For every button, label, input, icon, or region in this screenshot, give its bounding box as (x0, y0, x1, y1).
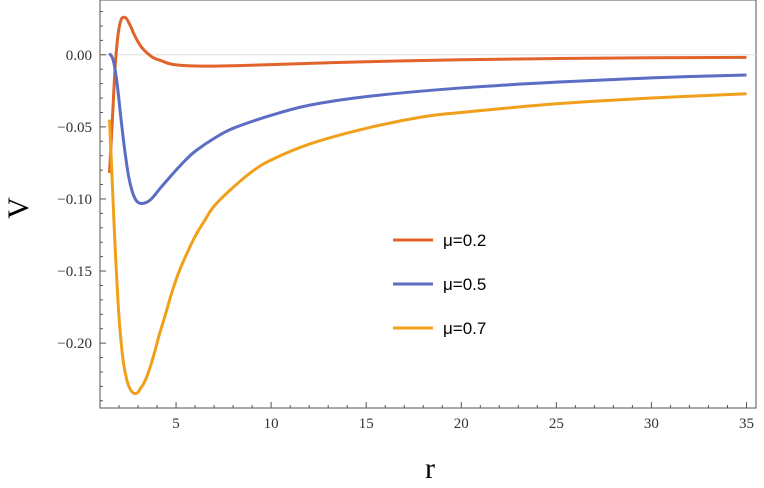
legend: μ=0.2 μ=0.5 μ=0.7 (393, 231, 486, 338)
x-tick-label: 5 (172, 416, 180, 432)
y-tick-label: −0.05 (57, 120, 92, 136)
x-tick-label: 10 (264, 416, 279, 432)
plot-frame (99, 0, 757, 409)
legend-label-3: μ=0.7 (443, 319, 486, 338)
x-tick-label: 35 (739, 416, 754, 432)
x-axis-ticks: 5 10 15 20 25 30 35 (99, 402, 754, 432)
x-tick-label: 15 (359, 416, 374, 432)
x-axis-title: r (425, 452, 435, 485)
y-tick-label: −0.10 (57, 192, 92, 208)
x-tick-label: 20 (454, 416, 469, 432)
y-tick-label: 0.00 (66, 48, 92, 64)
legend-label-2: μ=0.5 (443, 275, 486, 294)
y-axis-title: V (2, 197, 35, 219)
y-tick-label: −0.15 (57, 264, 92, 280)
x-tick-label: 30 (644, 416, 659, 432)
series-layer (108, 15, 747, 396)
y-tick-label: −0.20 (57, 336, 92, 352)
x-tick-label: 25 (549, 416, 564, 432)
series-line-1 (108, 15, 747, 174)
legend-label-1: μ=0.2 (443, 231, 486, 250)
series-line-2 (108, 52, 747, 206)
series-line-3 (108, 92, 747, 396)
y-axis-ticks: 0.00 −0.05 −0.10 −0.15 −0.20 (57, 11, 106, 402)
